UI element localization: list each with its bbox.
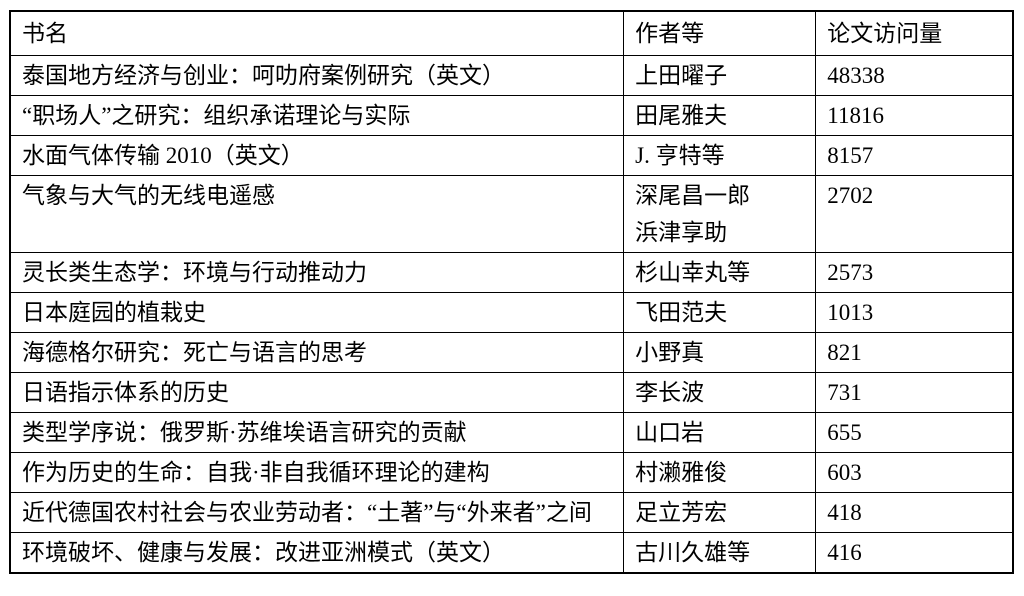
author-line: 村濑雅俊 <box>635 460 728 485</box>
table-body: 泰国地方经济与创业：呵叻府案例研究（英文） 上田曜子 48338 “职场人”之研… <box>9 55 1014 574</box>
column-header-authors: 作者等 <box>623 10 817 56</box>
authors-cell: 杉山幸丸等 <box>623 252 817 293</box>
authors-cell: J. 亨特等 <box>623 135 817 176</box>
book-title-cell: 海德格尔研究：死亡与语言的思考 <box>9 332 625 373</box>
authors-cell: 足立芳宏 <box>623 492 817 533</box>
table-row: 环境破坏、健康与发展：改进亚洲模式（英文） 古川久雄等 416 <box>9 532 1014 574</box>
table-row: 近代德国农村社会与农业劳动者：“土著”与“外来者”之间 足立芳宏 418 <box>9 492 1014 533</box>
book-title-cell: 泰国地方经济与创业：呵叻府案例研究（英文） <box>9 55 625 96</box>
book-title-cell: 作为历史的生命：自我·非自我循环理论的建构 <box>9 452 625 493</box>
author-line: 古川久雄等 <box>635 540 751 565</box>
author-line: 深尾昌一郎 <box>635 183 751 208</box>
table-row: 日本庭园的植栽史 飞田范夫 1013 <box>9 292 1014 333</box>
book-title-cell: “职场人”之研究：组织承诺理论与实际 <box>9 95 625 136</box>
author-line: J. 亨特等 <box>635 143 725 168</box>
author-line: 杉山幸丸等 <box>635 260 751 285</box>
visits-cell: 2702 <box>815 175 1014 253</box>
visits-cell: 821 <box>815 332 1014 373</box>
column-header-book-title: 书名 <box>9 10 625 56</box>
table-row: 气象与大气的无线电遥感 深尾昌一郎浜津享助 2702 <box>9 175 1014 253</box>
table-row: 灵长类生态学：环境与行动推动力 杉山幸丸等 2573 <box>9 252 1014 293</box>
visits-cell: 48338 <box>815 55 1014 96</box>
book-title-cell: 气象与大气的无线电遥感 <box>9 175 625 253</box>
authors-cell: 飞田范夫 <box>623 292 817 333</box>
book-title-cell: 水面气体传输 2010（英文） <box>9 135 625 176</box>
visits-cell: 11816 <box>815 95 1014 136</box>
book-title-cell: 类型学序说：俄罗斯·苏维埃语言研究的贡献 <box>9 412 625 453</box>
visits-cell: 655 <box>815 412 1014 453</box>
author-line: 小野真 <box>635 340 705 365</box>
table-row: 日语指示体系的历史 李长波 731 <box>9 372 1014 413</box>
visits-cell: 8157 <box>815 135 1014 176</box>
authors-cell: 小野真 <box>623 332 817 373</box>
author-line: 飞田范夫 <box>635 300 728 325</box>
visits-cell: 1013 <box>815 292 1014 333</box>
book-title-cell: 日语指示体系的历史 <box>9 372 625 413</box>
visits-cell: 416 <box>815 532 1014 574</box>
author-line: 足立芳宏 <box>635 500 728 525</box>
table-row: 类型学序说：俄罗斯·苏维埃语言研究的贡献 山口岩 655 <box>9 412 1014 453</box>
table-header-row: 书名 作者等 论文访问量 <box>9 10 1014 56</box>
table-row: 海德格尔研究：死亡与语言的思考 小野真 821 <box>9 332 1014 373</box>
visits-cell: 731 <box>815 372 1014 413</box>
book-title-cell: 日本庭园的植栽史 <box>9 292 625 333</box>
authors-cell: 古川久雄等 <box>623 532 817 574</box>
author-line: 田尾雅夫 <box>635 103 728 128</box>
author-line: 上田曜子 <box>635 63 728 88</box>
table-row: 作为历史的生命：自我·非自我循环理论的建构 村濑雅俊 603 <box>9 452 1014 493</box>
column-header-paper-visits: 论文访问量 <box>815 10 1014 56</box>
visits-cell: 603 <box>815 452 1014 493</box>
author-line: 山口岩 <box>635 420 705 445</box>
visits-cell: 2573 <box>815 252 1014 293</box>
book-access-table: 书名 作者等 论文访问量 泰国地方经济与创业：呵叻府案例研究（英文） 上田曜子 … <box>9 10 1014 574</box>
author-line: 李长波 <box>635 380 705 405</box>
book-title-cell: 近代德国农村社会与农业劳动者：“土著”与“外来者”之间 <box>9 492 625 533</box>
authors-cell: 田尾雅夫 <box>623 95 817 136</box>
authors-cell: 上田曜子 <box>623 55 817 96</box>
authors-cell: 山口岩 <box>623 412 817 453</box>
authors-cell: 村濑雅俊 <box>623 452 817 493</box>
author-line: 浜津享助 <box>635 220 728 245</box>
visits-cell: 418 <box>815 492 1014 533</box>
book-title-cell: 环境破坏、健康与发展：改进亚洲模式（英文） <box>9 532 625 574</box>
table-row: 泰国地方经济与创业：呵叻府案例研究（英文） 上田曜子 48338 <box>9 55 1014 96</box>
authors-cell: 深尾昌一郎 浜津享助 <box>623 175 817 253</box>
book-title-cell: 灵长类生态学：环境与行动推动力 <box>9 252 625 293</box>
table-row: 水面气体传输 2010（英文） J. 亨特等 8157 <box>9 135 1014 176</box>
authors-cell: 李长波 <box>623 372 817 413</box>
table-row: “职场人”之研究：组织承诺理论与实际 田尾雅夫 11816 <box>9 95 1014 136</box>
